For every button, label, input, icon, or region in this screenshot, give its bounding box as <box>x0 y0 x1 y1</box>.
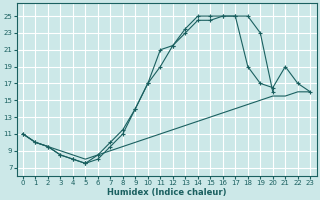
X-axis label: Humidex (Indice chaleur): Humidex (Indice chaleur) <box>107 188 226 197</box>
